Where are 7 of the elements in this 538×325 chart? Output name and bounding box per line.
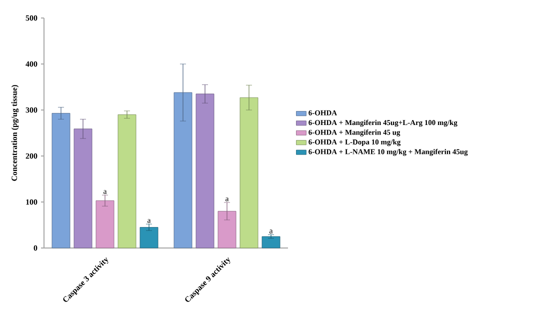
bar	[118, 114, 136, 248]
bar	[140, 227, 158, 248]
bar	[240, 97, 258, 248]
bar	[262, 236, 280, 248]
bar	[52, 113, 70, 248]
bar	[96, 200, 114, 248]
bar	[218, 211, 236, 248]
